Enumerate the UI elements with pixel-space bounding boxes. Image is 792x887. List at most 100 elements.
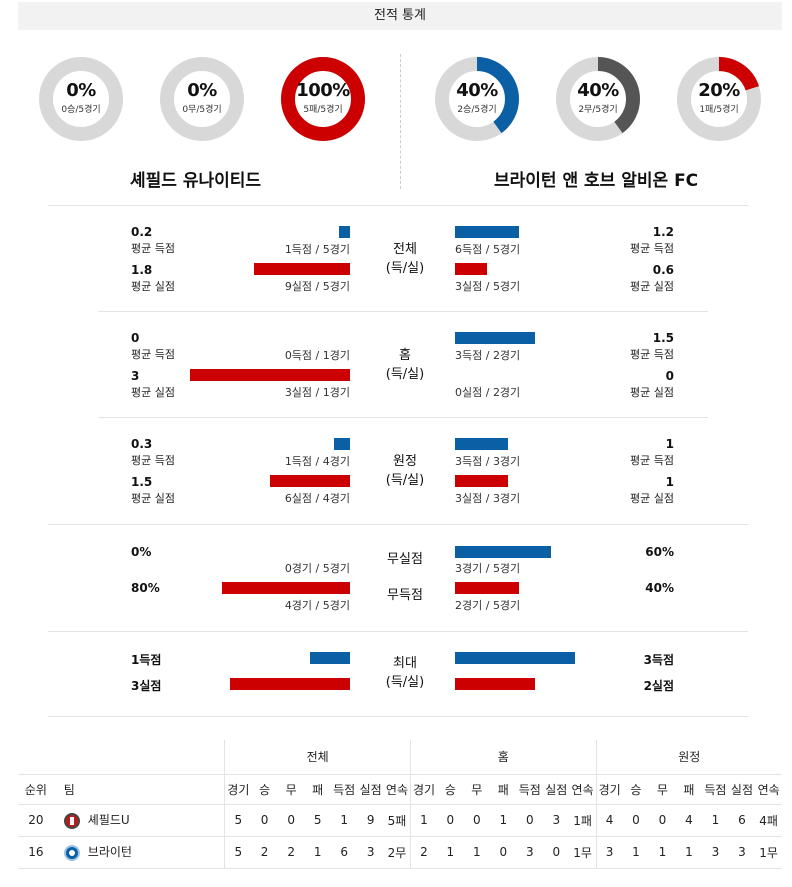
total-label: 전체 (득/실) xyxy=(375,240,435,278)
no-score-label: 무득점 xyxy=(387,588,423,603)
home-max-scored-bar xyxy=(310,652,350,664)
stat-cell: 0 xyxy=(490,836,517,869)
home-scored-count: 0득점 / 1경기 xyxy=(284,349,350,362)
stat-cell: 1 xyxy=(463,836,491,869)
section-title: 전적 통계 xyxy=(18,2,782,30)
home-draw-donut: 0% 0무/5경기 xyxy=(159,56,245,142)
away-max-conceded-bar xyxy=(455,678,535,690)
donut-track xyxy=(160,57,244,141)
stat-cell: 4 xyxy=(595,804,623,837)
col-header: 패 xyxy=(675,773,703,805)
col-header: 무 xyxy=(277,773,305,805)
away-conceded-count: 0실점 / 2경기 xyxy=(455,386,521,399)
away-win-donut: 40% 2승/5경기 xyxy=(434,56,520,142)
away-clean-sheet-count: 3경기 / 5경기 xyxy=(455,562,521,575)
stat-cell: 1 xyxy=(622,836,650,869)
stat-cell: 4 xyxy=(675,804,703,837)
away-avg-scored-label: 평균 득점 xyxy=(630,454,674,467)
home-no-score-bar xyxy=(222,582,350,594)
donut-ring xyxy=(39,57,123,141)
center-label-line: 최대 xyxy=(393,656,417,671)
home-avg-scored: 0.2 xyxy=(131,225,153,239)
stat-cell: 3 xyxy=(702,836,729,869)
stat-cell: 1패 xyxy=(569,804,597,837)
home-avg-conceded-label: 평균 실점 xyxy=(131,280,175,293)
away-loss-donut: 20% 1패/5경기 xyxy=(676,56,762,142)
donut-ring xyxy=(160,57,244,141)
stat-cell: 0 xyxy=(277,804,305,837)
away-no-score-count: 2경기 / 5경기 xyxy=(455,599,521,612)
stat-cell: 0 xyxy=(463,804,491,837)
col-header: 실점 xyxy=(543,773,570,805)
divider xyxy=(98,417,708,418)
home-scored-count: 1득점 / 4경기 xyxy=(284,455,350,468)
stat-cell: 3 xyxy=(728,836,756,869)
donut-ring xyxy=(677,57,761,141)
team-cell[interactable]: 셰필드U xyxy=(53,804,225,837)
center-label-line: 전체 xyxy=(393,242,417,257)
stat-cell: 6 xyxy=(728,804,756,837)
donut-percent: 0% xyxy=(66,80,96,101)
group-home-header: 홈 xyxy=(409,740,597,774)
stat-cell: 1무 xyxy=(755,836,782,869)
team-cell[interactable]: 브라이턴 xyxy=(53,836,225,869)
away-clean-sheet-rate: 60% xyxy=(645,545,674,559)
away-scored-count: 3득점 / 3경기 xyxy=(455,455,521,468)
center-label-line: (득/실) xyxy=(385,675,425,690)
home-games-label: 홈 (득/실) xyxy=(375,346,435,384)
home-scored-bar xyxy=(334,438,350,450)
away-avg-scored: 1.2 xyxy=(652,225,674,239)
home-win-donut: 0% 0승/5경기 xyxy=(38,56,124,142)
stat-cell: 0 xyxy=(543,836,570,869)
col-header: 경기 xyxy=(224,773,252,805)
table-row: 20 셰필드U 5 0 0 5 1 9 5패 1 0 0 1 0 3 1패 4 … xyxy=(18,804,782,837)
stat-cell: 1 xyxy=(702,804,729,837)
home-conceded-bar xyxy=(270,475,350,487)
col-header: 실점 xyxy=(728,773,756,805)
clean-sheet-label: 무실점 xyxy=(387,552,423,567)
away-max-scored-bar xyxy=(455,652,575,664)
stat-cell: 1무 xyxy=(569,836,597,869)
stat-cell: 1 xyxy=(490,804,517,837)
col-header: 연속 xyxy=(755,773,782,805)
donut-percent: 100% xyxy=(296,80,350,101)
donut-caption: 0무/5경기 xyxy=(182,105,222,115)
divider xyxy=(48,631,748,632)
donut-track xyxy=(39,57,123,141)
away-avg-conceded-label: 평균 실점 xyxy=(630,280,674,293)
away-scored-bar xyxy=(455,438,508,450)
away-avg-conceded: 1 xyxy=(665,475,674,489)
stat-cell: 3 xyxy=(516,836,544,869)
home-conceded-count: 9실점 / 5경기 xyxy=(284,280,350,293)
stat-cell: 0 xyxy=(251,804,278,837)
group-total-header: 전체 xyxy=(224,740,411,774)
away-avg-scored-label: 평균 득점 xyxy=(630,242,674,255)
donut-segment xyxy=(435,57,519,141)
col-header: 경기 xyxy=(595,773,623,805)
stat-cell: 5패 xyxy=(383,804,411,837)
donut-caption: 1패/5경기 xyxy=(699,105,739,115)
home-avg-conceded-label: 평균 실점 xyxy=(131,492,175,505)
away-scored-bar xyxy=(455,332,535,344)
stat-cell: 0 xyxy=(622,804,650,837)
stat-cell: 0 xyxy=(649,804,676,837)
home-max-conceded: 3실점 xyxy=(131,679,162,693)
stat-cell: 5 xyxy=(224,836,252,869)
home-avg-conceded: 1.5 xyxy=(131,475,153,489)
divider xyxy=(98,311,708,312)
home-avg-conceded: 1.8 xyxy=(131,263,153,277)
home-avg-conceded-label: 평균 실점 xyxy=(131,386,175,399)
col-header: 승 xyxy=(251,773,278,805)
divider xyxy=(48,205,748,206)
away-max-conceded: 2실점 xyxy=(643,679,674,693)
home-no-score-rate: 80% xyxy=(131,581,160,595)
away-draw-donut: 40% 2무/5경기 xyxy=(555,56,641,142)
stat-cell: 4패 xyxy=(755,804,782,837)
stat-cell: 3 xyxy=(543,804,570,837)
stat-cell: 1 xyxy=(304,836,331,869)
team-header: 팀 xyxy=(53,773,225,805)
donut-ring xyxy=(281,57,365,141)
donut-segment xyxy=(281,57,365,141)
stat-cell: 3 xyxy=(357,836,384,869)
donut-percent: 40% xyxy=(456,80,498,101)
